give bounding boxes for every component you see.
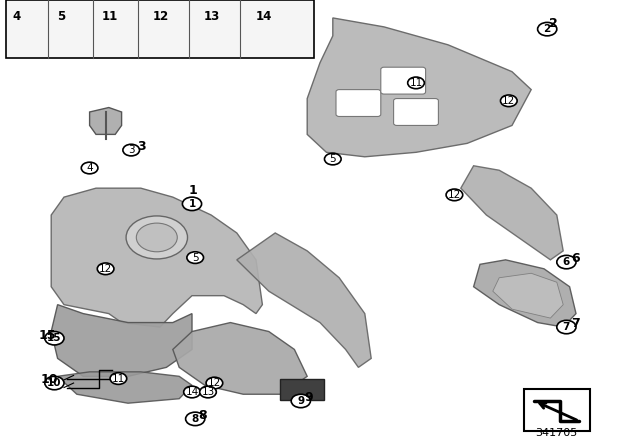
Text: 12: 12 (448, 190, 461, 200)
Text: 11: 11 (102, 10, 118, 23)
Circle shape (123, 144, 140, 156)
Circle shape (186, 412, 205, 426)
Text: 9: 9 (305, 391, 313, 405)
Text: 5: 5 (192, 253, 198, 263)
FancyBboxPatch shape (280, 379, 324, 400)
Text: 6: 6 (563, 257, 570, 267)
Circle shape (538, 22, 557, 36)
Circle shape (184, 386, 200, 398)
Text: 7: 7 (572, 317, 580, 330)
Text: 12: 12 (502, 96, 515, 106)
Polygon shape (90, 108, 122, 134)
Circle shape (206, 377, 223, 389)
Circle shape (97, 263, 114, 275)
Text: 3: 3 (138, 140, 146, 154)
Circle shape (557, 320, 576, 334)
FancyBboxPatch shape (524, 389, 590, 431)
Text: 4: 4 (86, 163, 93, 173)
Circle shape (200, 386, 216, 398)
Text: 12: 12 (99, 264, 112, 274)
Circle shape (110, 373, 127, 384)
Polygon shape (51, 188, 262, 327)
Text: 2: 2 (543, 24, 551, 34)
Polygon shape (51, 305, 192, 376)
Text: 11: 11 (410, 78, 422, 88)
Text: 12: 12 (153, 10, 169, 23)
Circle shape (187, 252, 204, 263)
Polygon shape (493, 273, 563, 318)
Text: 13: 13 (204, 10, 220, 23)
Circle shape (557, 255, 576, 269)
Polygon shape (474, 260, 576, 327)
Circle shape (500, 95, 517, 107)
Text: 1: 1 (188, 199, 196, 209)
Text: 11: 11 (112, 374, 125, 383)
Text: 8: 8 (198, 409, 207, 422)
Circle shape (81, 162, 98, 174)
Circle shape (136, 223, 177, 252)
Text: 12: 12 (208, 378, 221, 388)
Text: 2: 2 (549, 17, 558, 30)
Text: 14: 14 (255, 10, 272, 23)
Text: 10: 10 (47, 378, 61, 388)
Text: 4: 4 (12, 10, 20, 23)
Text: 7: 7 (563, 322, 570, 332)
Text: 5: 5 (330, 154, 336, 164)
Circle shape (446, 189, 463, 201)
Circle shape (126, 216, 188, 259)
Circle shape (182, 197, 202, 211)
Circle shape (291, 394, 310, 408)
Text: 1: 1 (189, 184, 198, 197)
Polygon shape (173, 323, 307, 394)
Polygon shape (237, 233, 371, 367)
Text: 8: 8 (191, 414, 199, 424)
Text: 13: 13 (202, 387, 214, 397)
Polygon shape (461, 166, 563, 260)
FancyBboxPatch shape (6, 0, 314, 58)
Polygon shape (307, 18, 531, 157)
Polygon shape (58, 372, 192, 403)
Text: 5: 5 (57, 10, 65, 23)
FancyBboxPatch shape (336, 90, 381, 116)
FancyBboxPatch shape (394, 99, 438, 125)
Text: 3: 3 (128, 145, 134, 155)
Text: 9: 9 (297, 396, 305, 406)
Circle shape (45, 332, 64, 345)
Text: 6: 6 (572, 252, 580, 266)
Circle shape (45, 376, 64, 390)
Text: 10: 10 (41, 373, 58, 387)
Text: 15: 15 (47, 333, 61, 343)
Text: 14: 14 (186, 387, 198, 397)
Circle shape (408, 77, 424, 89)
FancyBboxPatch shape (381, 67, 426, 94)
Circle shape (324, 153, 341, 165)
Text: 341705: 341705 (536, 428, 578, 438)
Text: 15: 15 (38, 328, 56, 342)
